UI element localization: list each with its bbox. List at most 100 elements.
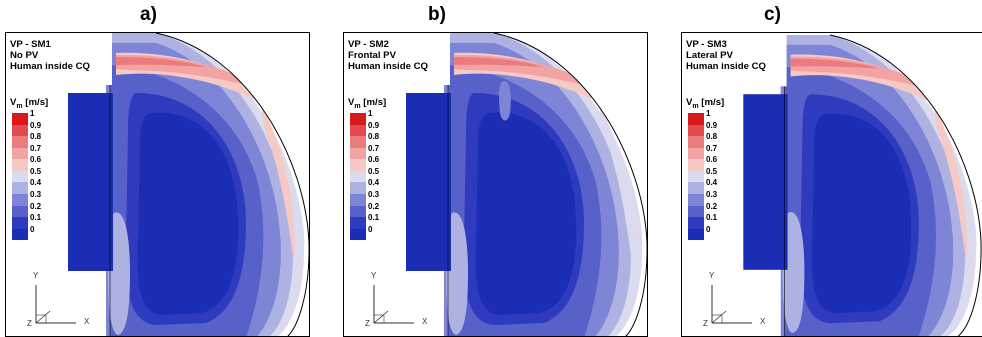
legend-title: Vm [m/s] — [10, 97, 49, 110]
legend-entry: 1 — [348, 109, 386, 125]
legend-tick-label: 0.8 — [706, 132, 718, 142]
legend-tick-label: 0.4 — [706, 178, 718, 188]
legend-swatch — [12, 136, 28, 148]
legend-tick-label: 0.6 — [368, 155, 380, 165]
legend-tick-label: 0 — [706, 224, 711, 234]
legend-swatch — [12, 182, 28, 195]
legend-tick-label: 0.3 — [706, 190, 718, 200]
axis-triad-lines — [711, 285, 752, 324]
legend-tick-label: 0.8 — [368, 132, 380, 142]
legend-swatch — [688, 205, 704, 218]
legend-tick-label: 0 — [30, 224, 35, 234]
legend-swatch — [350, 112, 366, 125]
caption-line-2: Lateral PV — [686, 50, 733, 61]
caption-line-2: Frontal PV — [348, 50, 396, 61]
legend-tick-label: 0.3 — [368, 190, 380, 200]
legend-swatch — [350, 194, 366, 206]
legend-title: Vm [m/s] — [348, 97, 387, 110]
legend-tick-label: 0.4 — [368, 178, 380, 188]
contour-plot: VP - SM3 Lateral PV Human inside CQ Vm [… — [681, 32, 982, 337]
legend-tick-label: 0.6 — [30, 155, 42, 165]
legend-entry: 1 — [686, 109, 724, 125]
legend-swatch — [688, 194, 704, 206]
legend-entry: 0.7 — [10, 144, 48, 160]
x-axis-label: X — [422, 317, 428, 326]
legend-tick-label: 1 — [368, 108, 373, 118]
legend-entry: 0.2 — [10, 202, 48, 218]
legend-entry: 0.8 — [348, 132, 386, 148]
legend-tick-label: 0 — [368, 224, 373, 234]
legend-tick-label: 0.9 — [30, 120, 42, 130]
legend-entry: 0.5 — [348, 167, 386, 183]
caption-line-2: No PV — [10, 50, 39, 61]
legend-entry: 0.4 — [10, 178, 48, 195]
legend-tick-label: 0.1 — [706, 213, 718, 223]
case-caption: VP - SM2 Frontal PV Human inside CQ — [348, 39, 428, 72]
contour-plot: VP - SM2 Frontal PV Human inside CQ Vm [… — [343, 32, 648, 337]
legend-entry: 0.8 — [10, 132, 48, 148]
legend-swatch — [350, 136, 366, 148]
legend-tick-label: 1 — [30, 108, 35, 118]
legend-swatch — [12, 147, 28, 160]
legend-swatch — [12, 205, 28, 218]
legend-tick-label: 0.8 — [30, 132, 42, 142]
legend-swatch — [688, 124, 704, 137]
caption-line-3: Human inside CQ — [348, 61, 428, 72]
legend-swatch — [350, 170, 366, 183]
legend-swatch — [688, 170, 704, 183]
legend-swatch — [12, 170, 28, 183]
z-axis-label: Z — [365, 319, 370, 328]
legend-entry: 0.1 — [348, 213, 386, 229]
panel-letter: c) — [764, 4, 781, 25]
panel-a: a) — [0, 0, 320, 337]
caption-line-3: Human inside CQ — [10, 61, 90, 72]
legend-swatch — [12, 194, 28, 206]
legend-entry: 0.2 — [686, 202, 724, 218]
z-axis-label: Z — [27, 319, 32, 328]
legend-swatch — [350, 124, 366, 137]
legend-entry: 0.1 — [686, 213, 724, 229]
legend-tick-label: 0.4 — [30, 178, 42, 188]
legend-swatch — [12, 217, 28, 229]
legend-entry: 0 — [10, 225, 48, 241]
legend-tick-label: 0.9 — [706, 120, 718, 130]
legend-entry: 1 — [10, 109, 48, 125]
legend-swatch — [12, 159, 28, 171]
legend-swatch — [688, 112, 704, 125]
velocity-legend: Vm [m/s] 1 0.9 0.8 0.7 0.6 0.5 0.4 0.3 0.2 0.1 0 — [10, 97, 49, 241]
legend-entry: 0.9 — [348, 121, 386, 137]
legend-swatch — [688, 159, 704, 171]
legend-tick-label: 1 — [706, 108, 711, 118]
legend-tick-label: 0.2 — [706, 201, 718, 211]
legend-tick-label: 0.3 — [30, 190, 42, 200]
legend-entry: 0.9 — [686, 121, 724, 137]
legend-swatch — [12, 124, 28, 137]
legend-entry: 0.3 — [686, 190, 724, 206]
legend-swatch — [12, 112, 28, 125]
legend-swatch — [350, 205, 366, 218]
legend-tick-label: 0.5 — [706, 166, 718, 176]
legend-tick-label: 0.1 — [368, 213, 380, 223]
legend-entry: 0.1 — [10, 213, 48, 229]
velocity-legend: Vm [m/s] 1 0.9 0.8 0.7 0.6 0.5 0.4 0.3 0.2 0.1 0 — [686, 97, 724, 241]
legend-swatch — [350, 147, 366, 160]
legend-entry: 0.6 — [348, 155, 386, 171]
case-caption: VP - SM3 Lateral PV Human inside CQ — [686, 39, 766, 72]
legend-swatch — [688, 217, 704, 229]
legend-swatch — [688, 182, 704, 195]
legend-tick-label: 0.6 — [706, 155, 718, 165]
legend-swatch — [350, 228, 366, 241]
legend-swatch — [350, 182, 366, 195]
legend-entry: 0.3 — [348, 190, 386, 206]
velocity-contour-field — [344, 33, 647, 336]
y-axis-label: Y — [709, 271, 715, 280]
velocity-legend: Vm [m/s] 1 0.9 0.8 0.7 0.6 0.5 0.4 0.3 0.2 0.1 0 — [348, 97, 387, 241]
legend-entry: 0.8 — [686, 132, 724, 148]
legend-entry: 0.5 — [686, 167, 724, 183]
legend-entry: 0.2 — [348, 202, 386, 218]
legend-entry: 0.5 — [10, 167, 48, 183]
legend-entry: 0.4 — [348, 178, 386, 195]
caption-line-3: Human inside CQ — [686, 61, 766, 72]
axis-triad-lines — [373, 285, 414, 324]
axis-triad: Y X Z — [362, 271, 442, 333]
